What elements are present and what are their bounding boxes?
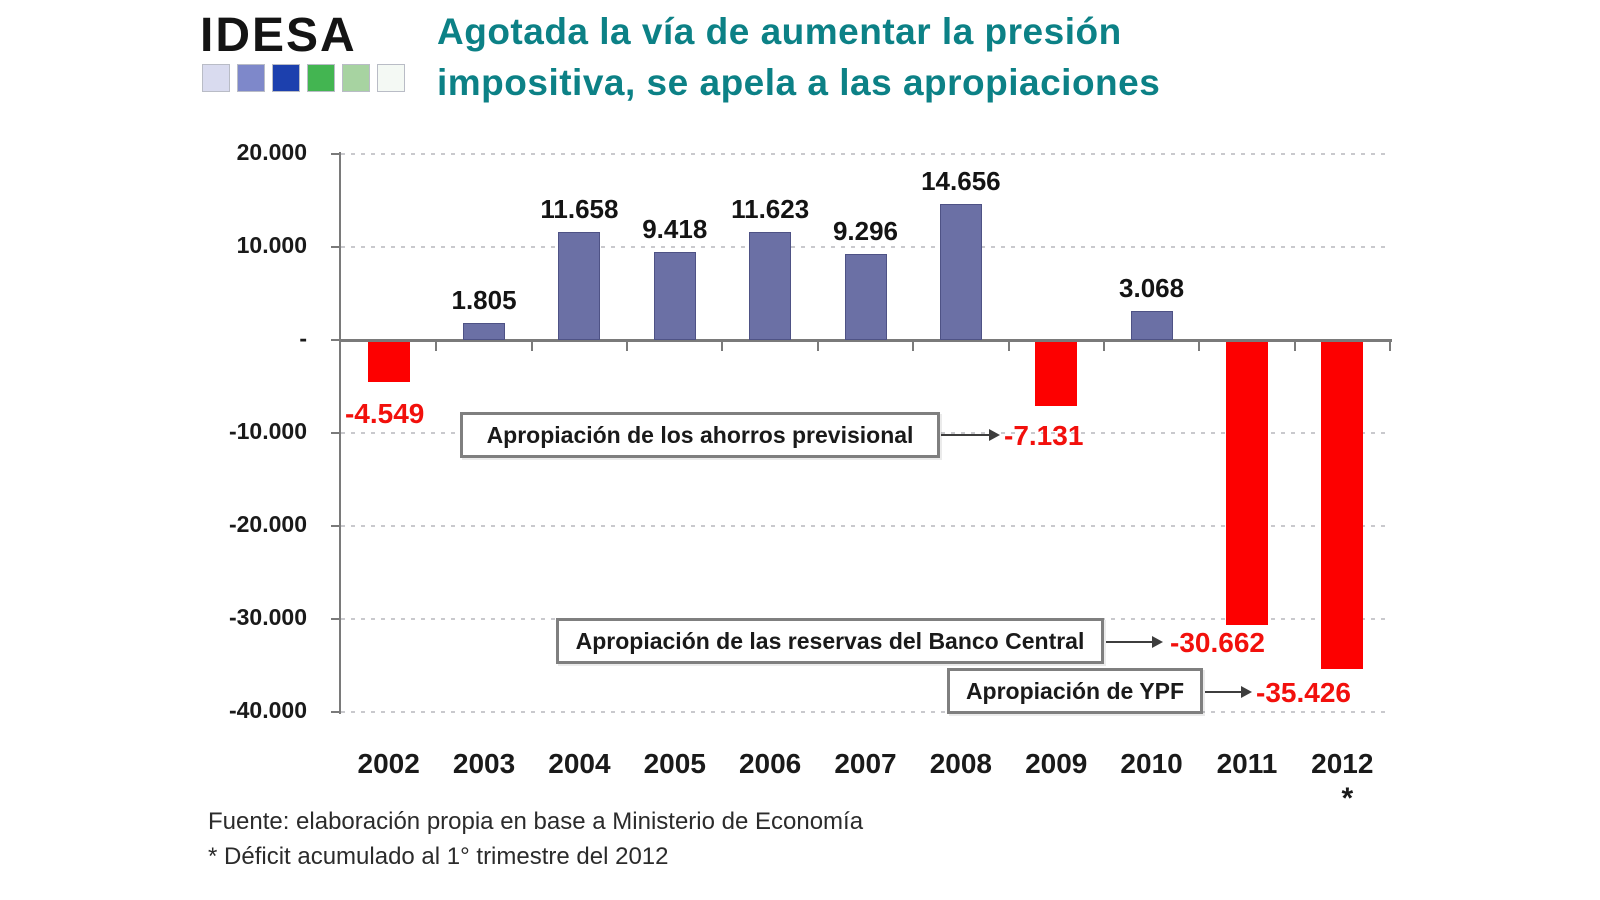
annotation-arrow-head-icon bbox=[989, 429, 1000, 441]
annotation-box-ypf: Apropiación de YPF bbox=[947, 668, 1203, 714]
annotation-arrow-head-icon bbox=[1241, 686, 1252, 698]
bar-value-label-2006: 11.623 bbox=[731, 193, 810, 224]
bar-2009 bbox=[1035, 342, 1078, 407]
annotation-arrow-line-2 bbox=[1106, 641, 1152, 643]
bar-2003 bbox=[463, 323, 506, 340]
bar-value-label-2008: 14.656 bbox=[921, 165, 1001, 196]
annotation-arrow-line-3 bbox=[1205, 691, 1241, 693]
gridline--20.000 bbox=[341, 525, 1390, 527]
x-axis-tick bbox=[530, 342, 533, 351]
logo-square-3 bbox=[272, 64, 300, 92]
x-axis-label-2008: 2008 bbox=[929, 748, 992, 779]
bar-value-label-2003: 1.805 bbox=[451, 285, 517, 316]
bar-value-label-2005: 9.418 bbox=[642, 214, 708, 245]
bar-value-label-2007: 9.296 bbox=[832, 215, 899, 246]
y-axis-tick bbox=[331, 153, 341, 155]
annotation-value-2009: -7.131 bbox=[1004, 420, 1084, 451]
bar-2012 bbox=[1321, 342, 1364, 670]
y-axis-label-20.000: 20.000 bbox=[236, 139, 307, 165]
logo-square-1 bbox=[202, 64, 230, 92]
y-axis-label-10.000: 10.000 bbox=[236, 232, 307, 258]
logo-square-6 bbox=[377, 64, 405, 92]
title-line-1: Agotada la vía de aumentar la presión bbox=[437, 11, 1122, 52]
y-axis-tick bbox=[331, 618, 341, 620]
logo-square-4 bbox=[307, 64, 335, 92]
x-axis-zero-line bbox=[339, 339, 1392, 342]
x-axis-tick bbox=[435, 342, 438, 351]
bar-2010 bbox=[1130, 311, 1173, 340]
y-axis-label--20.000: -20.000 bbox=[228, 511, 307, 537]
x-axis-label-2012: 2012 bbox=[1311, 748, 1374, 779]
x-axis-label-2005: 2005 bbox=[643, 748, 706, 779]
footnote-asterisk: * bbox=[1341, 782, 1354, 815]
x-axis-tick bbox=[816, 342, 819, 351]
x-axis-label-2009: 2009 bbox=[1025, 748, 1088, 779]
x-axis-tick bbox=[1198, 342, 1201, 351]
deficit-footnote: * Déficit acumulado al 1° trimestre del … bbox=[208, 843, 669, 870]
x-axis-label-2004: 2004 bbox=[548, 748, 611, 779]
idesa-logo: IDESA bbox=[200, 9, 357, 62]
y-axis-label--10.000: -10.000 bbox=[228, 418, 307, 444]
idesa-logo-squares bbox=[202, 64, 405, 92]
x-axis-tick bbox=[1007, 342, 1010, 351]
y-axis-tick bbox=[331, 432, 341, 434]
x-axis-label-2002: 2002 bbox=[357, 748, 420, 779]
x-axis-label-2006: 2006 bbox=[738, 748, 802, 779]
logo-square-2 bbox=[237, 64, 265, 92]
x-axis-tick bbox=[721, 342, 724, 351]
annotation-value-2011: -30.662 bbox=[1170, 627, 1265, 658]
y-axis-tick bbox=[331, 246, 341, 248]
bar-2005 bbox=[653, 252, 696, 340]
x-axis-label-2003: 2003 bbox=[452, 748, 516, 779]
annotation-box-reservas-banco-central: Apropiación de las reservas del Banco Ce… bbox=[556, 618, 1104, 664]
y-axis-label--: - bbox=[299, 325, 307, 351]
bar-value-label-2004: 11.658 bbox=[540, 193, 619, 224]
annotation-arrow-line-1 bbox=[941, 434, 989, 436]
y-axis-tick bbox=[331, 711, 341, 713]
gridline--40.000 bbox=[341, 711, 1390, 713]
x-axis-label-2011: 2011 bbox=[1216, 748, 1278, 779]
bar-value-label-2002: -4.549 bbox=[344, 398, 425, 430]
title-line-2: impositiva, se apela a las apropiaciones bbox=[437, 62, 1161, 103]
bar-2006 bbox=[749, 231, 792, 340]
bar-value-label-2010: 3.068 bbox=[1119, 273, 1185, 304]
y-axis-label--30.000: -30.000 bbox=[228, 604, 307, 630]
gridline-10.000 bbox=[341, 246, 1390, 248]
annotation-arrow-head-icon bbox=[1152, 636, 1163, 648]
x-axis-tick bbox=[1389, 342, 1391, 351]
x-axis-tick bbox=[1293, 342, 1296, 351]
y-axis-tick bbox=[331, 525, 341, 527]
x-axis-tick bbox=[912, 342, 915, 351]
bar-2004 bbox=[558, 231, 601, 340]
x-axis-label-2007: 2007 bbox=[834, 748, 897, 779]
source-note: Fuente: elaboración propia en base a Min… bbox=[208, 808, 864, 835]
x-axis-label-2010: 2010 bbox=[1120, 748, 1183, 779]
page-title: Agotada la vía de aumentar la presión im… bbox=[437, 6, 1160, 108]
annotation-value-2012: -35.426 bbox=[1256, 677, 1351, 708]
y-axis-tick bbox=[331, 339, 341, 341]
x-axis-tick bbox=[1102, 342, 1105, 351]
bar-2007 bbox=[844, 253, 887, 340]
bar-2002 bbox=[367, 342, 410, 383]
bar-2008 bbox=[939, 203, 982, 340]
logo-square-5 bbox=[342, 64, 370, 92]
y-axis-label--40.000: -40.000 bbox=[228, 697, 307, 723]
y-axis-line bbox=[339, 152, 341, 714]
gridline-20.000 bbox=[341, 153, 1390, 155]
annotation-box-ahorros-previsional: Apropiación de los ahorros previsional bbox=[460, 412, 940, 458]
x-axis-tick bbox=[626, 342, 629, 351]
bar-2011 bbox=[1225, 342, 1268, 626]
